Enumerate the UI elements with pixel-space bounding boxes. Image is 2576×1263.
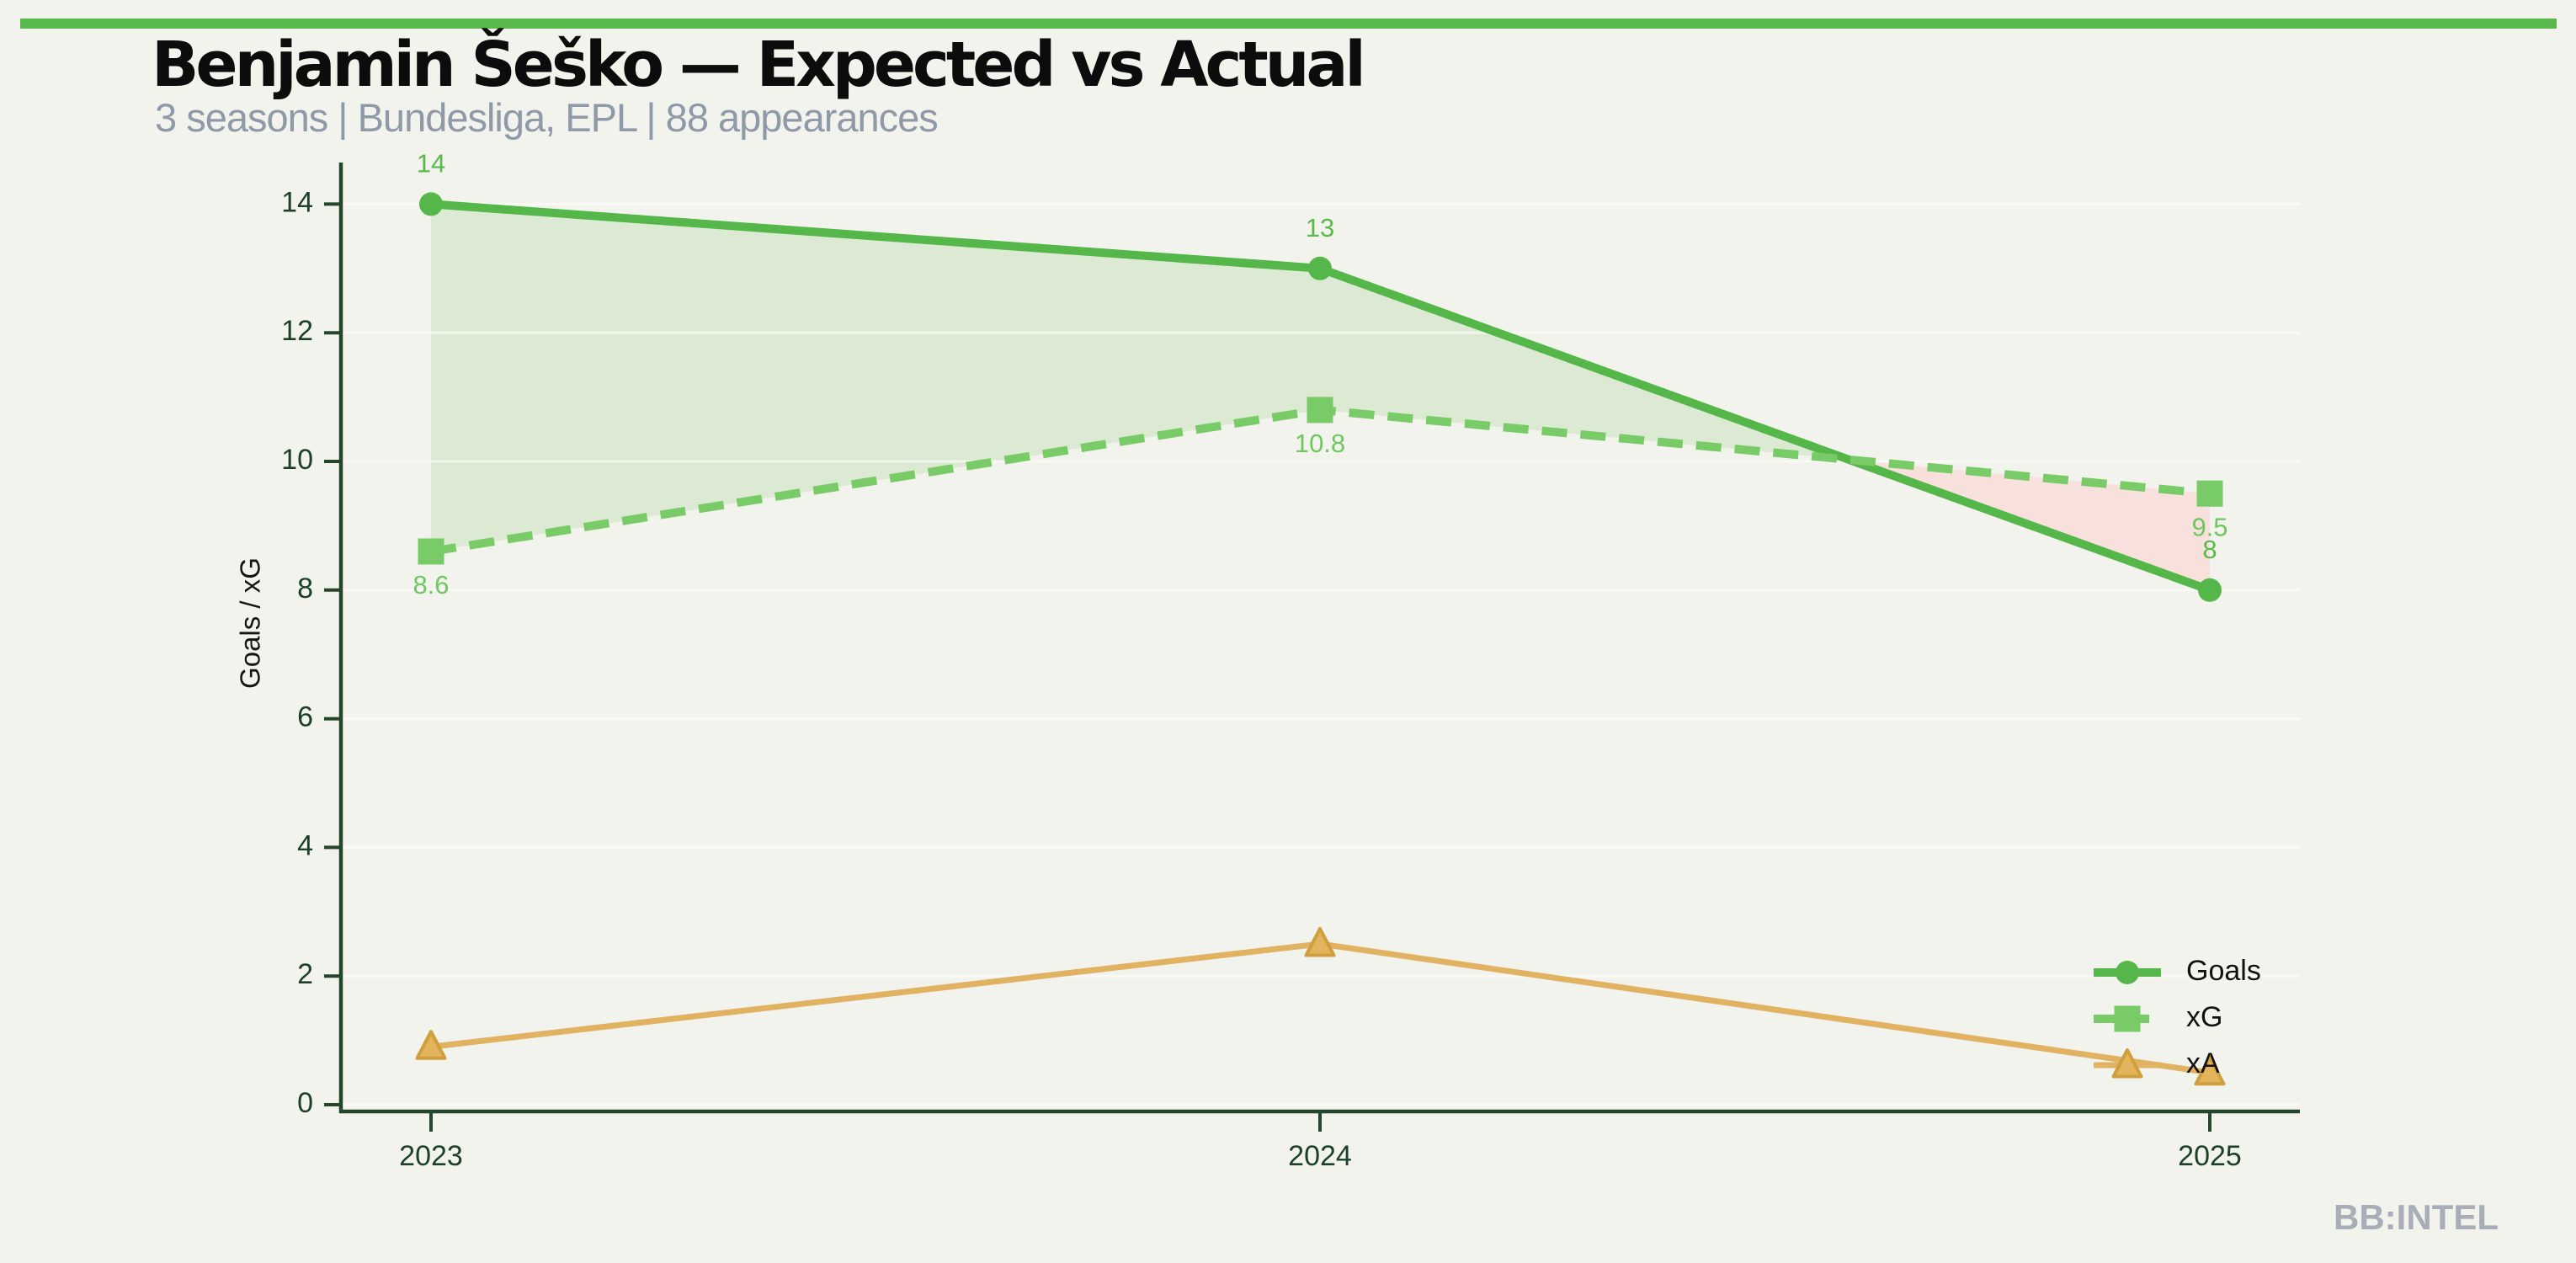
legend-marker-xa (2111, 1048, 2143, 1079)
series-xg: 8.6 10.8 9.5 (412, 397, 2228, 600)
xg-data-label-2023: 8.6 (412, 570, 449, 600)
xg-marker-2025 (2196, 480, 2223, 507)
xa-marker-2024 (1304, 927, 1336, 957)
watermark: BB:INTEL (2334, 1197, 2499, 1237)
legend-label-xa: xA (2186, 1047, 2220, 1079)
xa-line (428, 941, 2213, 1076)
y-tick-label-2: 2 (297, 958, 313, 990)
goals-marker-2025 (2198, 578, 2222, 602)
xg-data-label-2025: 9.5 (2191, 512, 2227, 541)
top-accent-bar (20, 19, 2557, 29)
page-subtitle: 3 seasons | Bundesliga, EPL | 88 appeara… (155, 95, 939, 140)
y-tick-label-6: 6 (297, 701, 313, 733)
goals-data-label-2025: 8 (2202, 535, 2217, 564)
axes: 0 2 4 6 8 10 12 14 2023 2024 2025 Goals / xG (235, 163, 2300, 1172)
legend-item-xa: xA (2094, 1047, 2220, 1079)
y-tick-label-14: 14 (281, 186, 313, 218)
xg-marker-2024 (1307, 397, 1333, 424)
x-tick-label-2024: 2024 (1288, 1140, 1352, 1172)
goals-data-label-2023: 14 (417, 149, 445, 179)
legend-item-goals: Goals (2094, 955, 2261, 987)
goals-data-label-2024: 13 (1306, 213, 1334, 242)
legend-marker-goals (2116, 961, 2139, 984)
series-goals: 14 13 8 (417, 149, 2222, 602)
series-xa (415, 927, 2226, 1086)
y-axis-title: Goals / xG (235, 557, 266, 689)
xa-marker-2023 (415, 1030, 447, 1060)
legend-marker-xg (2114, 1005, 2141, 1032)
xg-marker-2023 (418, 538, 444, 565)
page-title: Benjamin Šeško — Expected vs Actual (152, 29, 1366, 101)
xa-marker-2025 (2194, 1055, 2226, 1086)
x-tick-label-2023: 2023 (399, 1140, 463, 1172)
y-tick-label-4: 4 (297, 829, 313, 861)
xg-data-label-2024: 10.8 (1295, 429, 1345, 458)
legend: Goals xG xA (2094, 955, 2261, 1079)
goals-marker-2023 (419, 192, 443, 216)
legend-label-goals: Goals (2186, 955, 2261, 987)
y-tick-label-0: 0 (297, 1087, 313, 1119)
legend-label-xg: xG (2186, 1001, 2222, 1033)
goals-marker-2024 (1308, 256, 1332, 280)
legend-item-xg: xG (2094, 1001, 2222, 1033)
fill-overperformance (431, 204, 1850, 552)
y-tick-label-8: 8 (297, 573, 313, 605)
x-tick-label-2025: 2025 (2178, 1140, 2242, 1172)
y-tick-label-12: 12 (281, 315, 313, 347)
y-tick-label-10: 10 (281, 444, 313, 476)
